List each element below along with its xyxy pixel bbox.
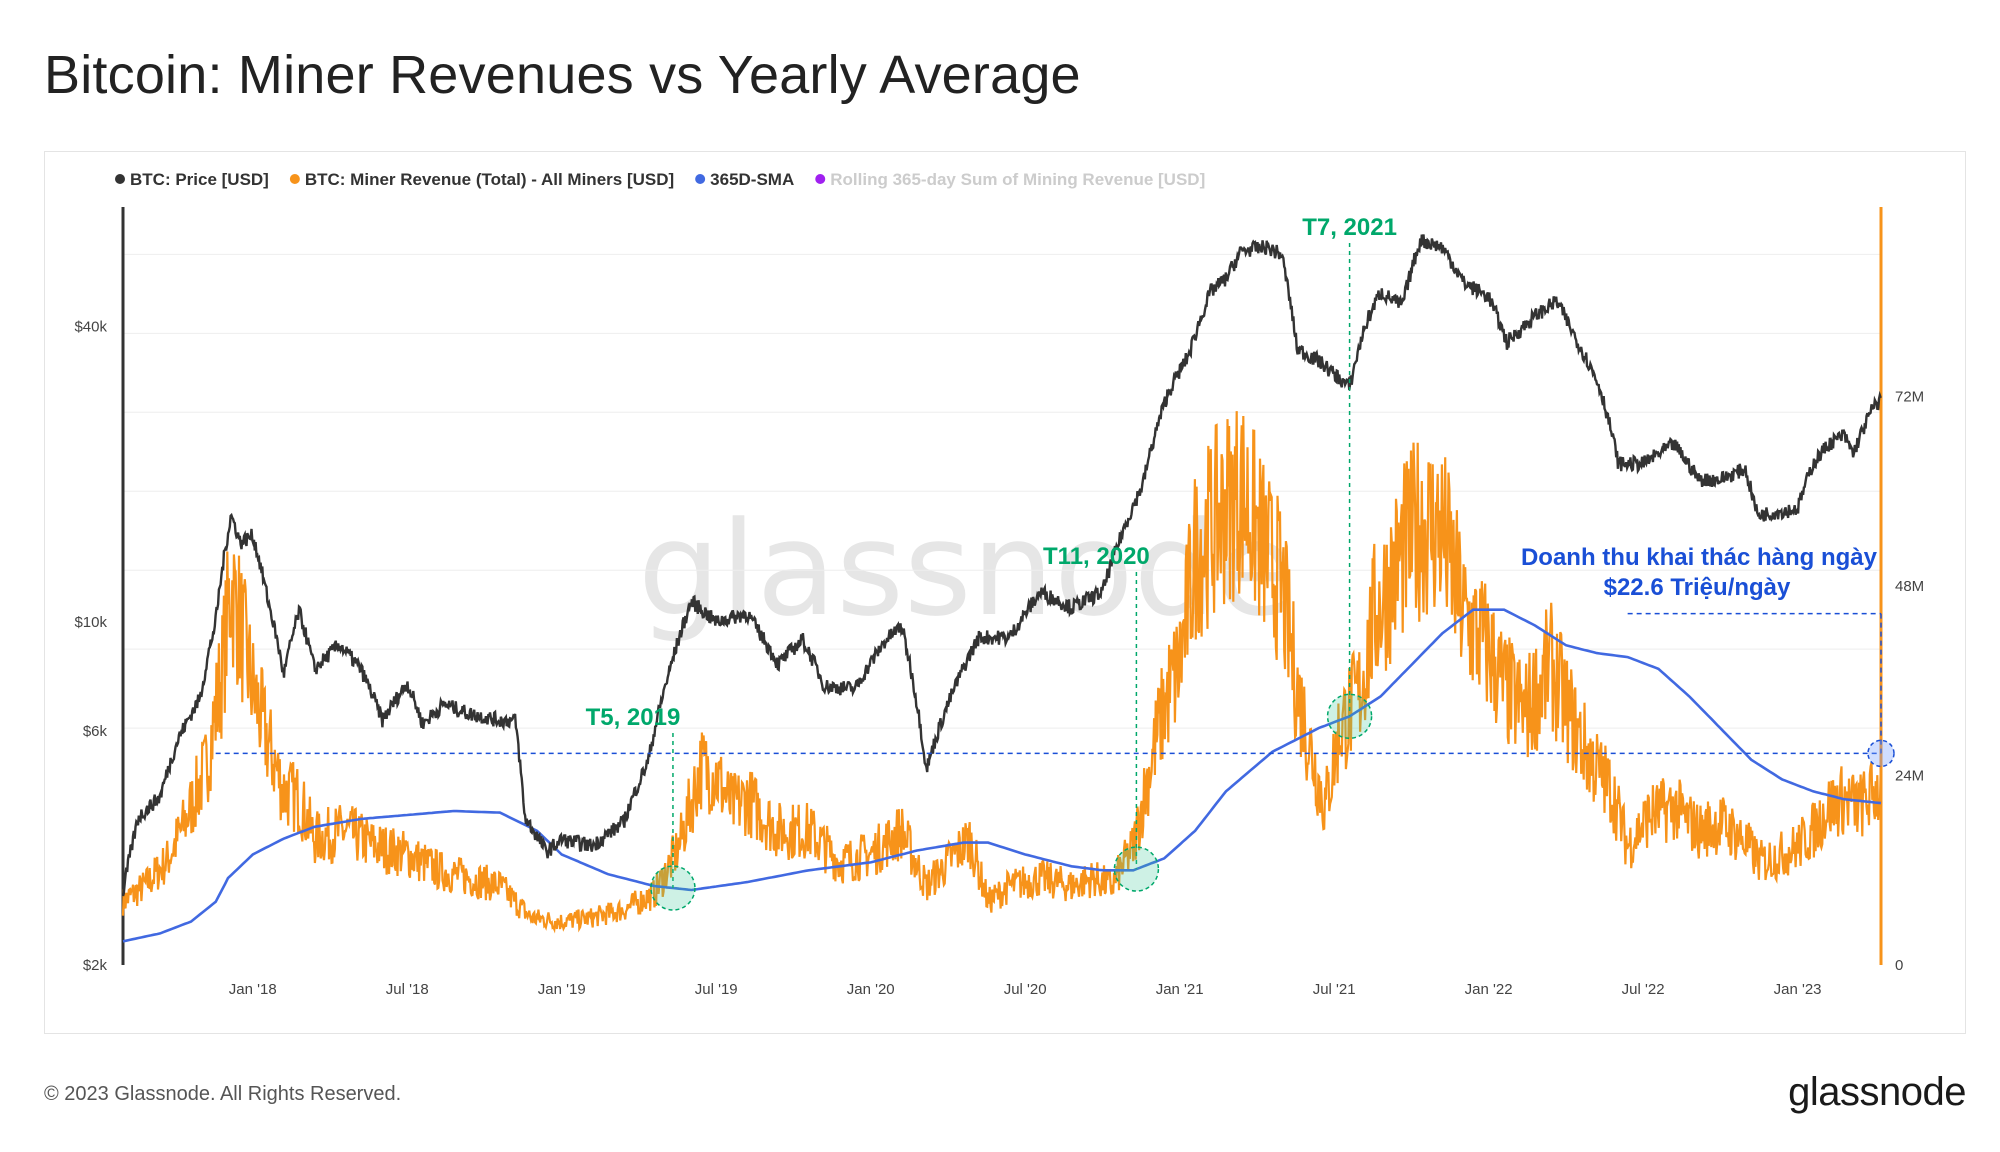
legend-label-3: Rolling 365-day Sum of Mining Revenue [U…: [830, 170, 1205, 189]
chart-svg: glassnode BTC: Price [USD] BTC: Miner Rev…: [74, 170, 1924, 998]
legend-dot-3: [815, 174, 826, 184]
right-tick-1: 24M: [1895, 768, 1924, 785]
left-tick-1: $6k: [83, 723, 108, 740]
x-tick-7: Jul '21: [1313, 981, 1356, 998]
right-tick-0: 0: [1895, 957, 1903, 974]
revenue-annotation: Doanh thu khai thác hàng ngày $22.6 Triệ…: [215, 544, 1895, 768]
copyright-footer: © 2023 Glassnode. All Rights Reserved.: [44, 1083, 402, 1105]
annotation-line1: Doanh thu khai thác hàng ngày: [1521, 544, 1878, 571]
x-tick-9: Jul '22: [1622, 981, 1665, 998]
legend-label-2: 365D-SMA: [710, 170, 794, 189]
guide-circle-1: [1113, 846, 1160, 892]
legend-dot-1: [289, 174, 300, 184]
btc-price-line: [121, 234, 1882, 897]
legend-label-1: BTC: Miner Revenue (Total) - All Miners …: [305, 170, 674, 189]
chart-title: Bitcoin: Miner Revenues vs Yearly Averag…: [44, 45, 1081, 105]
gridlines: [123, 253, 1881, 729]
x-tick-6: Jan '21: [1156, 981, 1204, 998]
right-axis-ticks: 0 24M 48M 72M: [1895, 389, 1924, 975]
legend-dot-0: [115, 174, 125, 184]
left-tick-0: $2k: [83, 957, 108, 974]
guide-label-1: T11, 2020: [1043, 543, 1150, 570]
annotation-line2: $22.6 Triệu/ngày: [1604, 574, 1791, 601]
x-tick-8: Jan '22: [1465, 981, 1513, 998]
month-guides: T5, 2019 T11, 2020 T7, 2021: [586, 214, 1397, 911]
left-tick-2: $10k: [74, 614, 107, 631]
miner-revenue-line: [121, 411, 1882, 934]
left-axis-ticks: $2k $6k $10k $40k: [74, 318, 107, 974]
guide-circle-2: [1326, 693, 1373, 740]
x-tick-2: Jan '19: [538, 981, 586, 998]
guide-label-0: T5, 2019: [586, 704, 681, 731]
brand-logo: glassnode: [1788, 1070, 1966, 1114]
guide-label-2: T7, 2021: [1302, 214, 1397, 241]
x-tick-0: Jan '18: [229, 981, 277, 998]
x-tick-5: Jul '20: [1004, 981, 1047, 998]
annotation-marker: [1867, 739, 1895, 768]
right-tick-3: 72M: [1895, 389, 1924, 406]
left-tick-3: $40k: [74, 318, 107, 335]
chart-legend: BTC: Price [USD] BTC: Miner Revenue (Tota…: [115, 170, 1205, 189]
x-tick-1: Jul '18: [386, 981, 429, 998]
x-tick-3: Jul '19: [695, 981, 738, 998]
chart-panel: glassnode BTC: Price [USD] BTC: Miner Rev…: [44, 151, 1966, 1034]
x-tick-10: Jan '23: [1774, 981, 1822, 998]
x-axis-ticks: Jan '18 Jul '18 Jan '19 Jul '19 Jan '20 Jul '…: [229, 981, 1822, 998]
guide-circle-0: [650, 865, 696, 911]
legend-label-0: BTC: Price [USD]: [130, 170, 269, 189]
x-tick-4: Jan '20: [847, 981, 895, 998]
sma-365d-line: [122, 608, 1882, 943]
legend-dot-2: [695, 174, 706, 184]
right-tick-2: 48M: [1895, 578, 1924, 595]
